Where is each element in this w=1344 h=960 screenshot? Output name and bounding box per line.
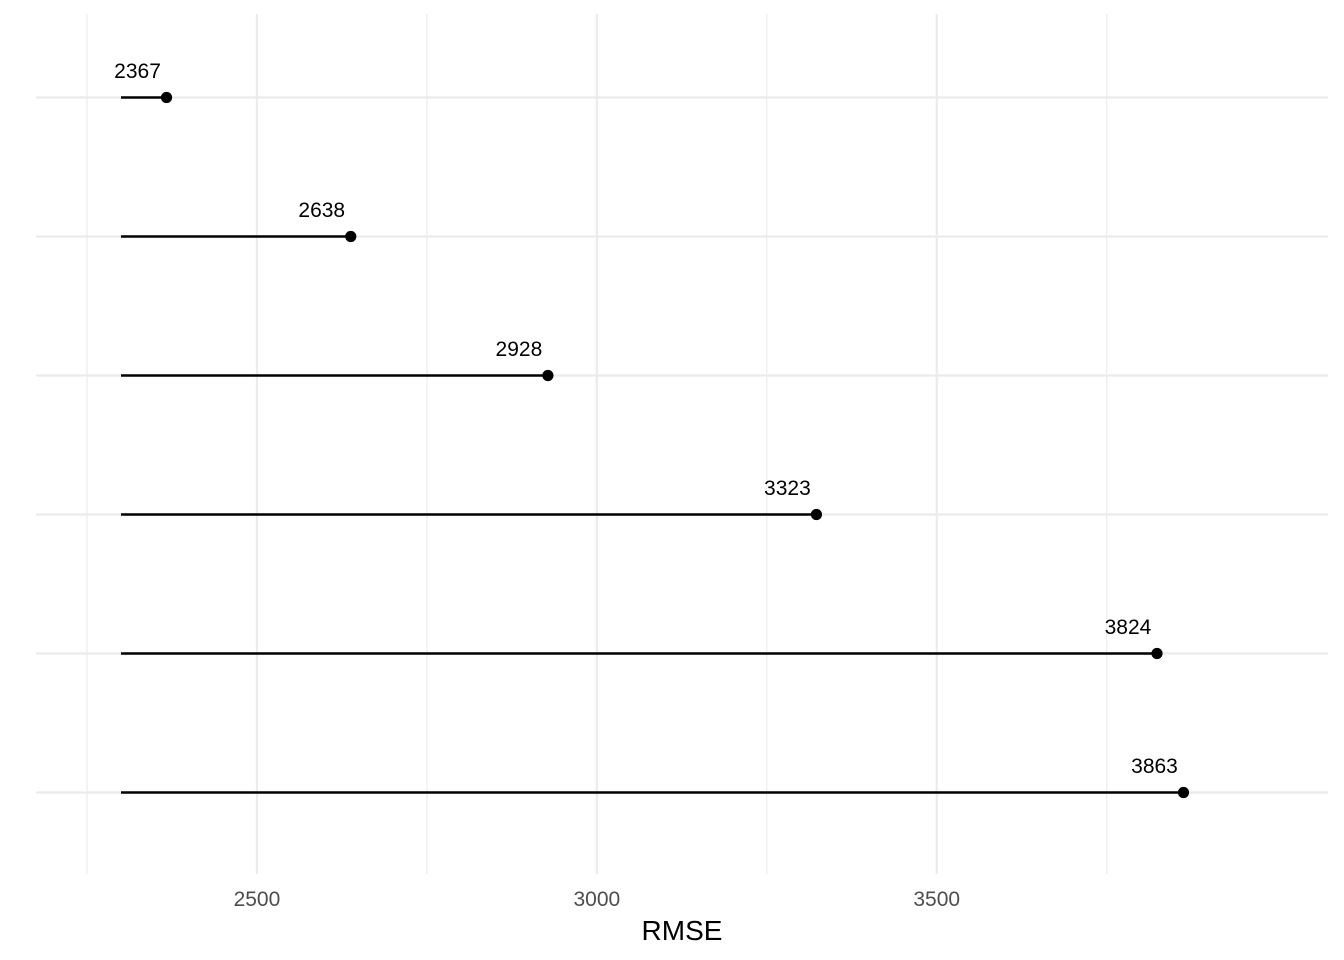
lollipop-stems	[120, 96, 1184, 794]
data-label-4: 3824	[1105, 616, 1152, 639]
point-3	[810, 508, 823, 521]
point-5	[1177, 786, 1190, 799]
lollipop-points	[160, 91, 1190, 799]
data-label-5: 3863	[1131, 755, 1178, 778]
point-2	[542, 369, 554, 382]
data-label-2: 2928	[496, 338, 543, 361]
x-axis-title: RMSE	[642, 915, 723, 946]
data-label-1: 2638	[298, 199, 345, 222]
minor-gridlines	[86, 14, 1108, 874]
point-1	[345, 230, 357, 243]
data-label-3: 3323	[764, 477, 811, 500]
data-labels: 2367 2638 2928 3323 3824 3863	[114, 60, 1178, 778]
point-0	[160, 91, 173, 104]
x-tick-label-0: 2500	[234, 888, 281, 911]
major-gridlines	[36, 14, 1328, 874]
data-label-0: 2367	[114, 60, 161, 83]
point-4	[1151, 647, 1163, 660]
x-tick-labels: 2500 3000 3500	[234, 888, 961, 911]
x-tick-label-1: 3000	[573, 888, 620, 911]
x-tick-label-2: 3500	[913, 888, 960, 911]
